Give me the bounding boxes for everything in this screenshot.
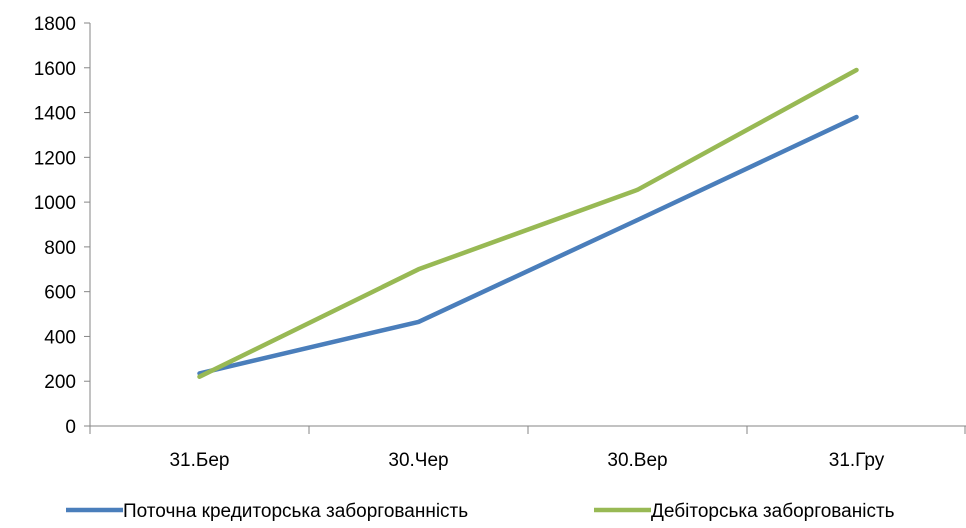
x-tick-label: 31.Бер <box>169 450 229 471</box>
x-tick-label: 30.Чер <box>388 450 448 471</box>
x-axis: 31.Бер 30.Чер 30.Вер 31.Гру <box>89 425 966 471</box>
legend-label: Дебіторська заборгованість <box>651 501 895 522</box>
legend-entry-1: Поточна кредиторська заборгованність <box>66 501 468 522</box>
y-tick-label: 1800 <box>34 14 76 35</box>
y-tick-label: 1000 <box>34 193 76 214</box>
x-tick-label: 31.Гру <box>829 450 885 471</box>
y-tick-label: 200 <box>44 372 76 393</box>
y-axis: 0 200 400 600 800 1000 1200 1400 1600 1800 <box>34 14 91 438</box>
legend: Поточна кредиторська заборгованність Дебі… <box>66 501 895 522</box>
series-line-2 <box>197 67 859 379</box>
x-tick-label: 30.Вер <box>607 450 667 471</box>
y-tick-label: 600 <box>44 283 76 304</box>
y-tick-label: 800 <box>44 238 76 259</box>
y-tick-label: 400 <box>44 327 76 348</box>
legend-label: Поточна кредиторська заборгованність <box>123 501 468 522</box>
y-tick-label: 0 <box>65 417 76 438</box>
y-tick-label: 1600 <box>34 59 76 80</box>
series-layer <box>197 67 859 379</box>
y-tick-label: 1200 <box>34 148 76 169</box>
series-line-1 <box>197 114 859 376</box>
y-tick-label: 1400 <box>34 104 76 125</box>
legend-entry-2: Дебіторська заборгованість <box>594 501 895 522</box>
